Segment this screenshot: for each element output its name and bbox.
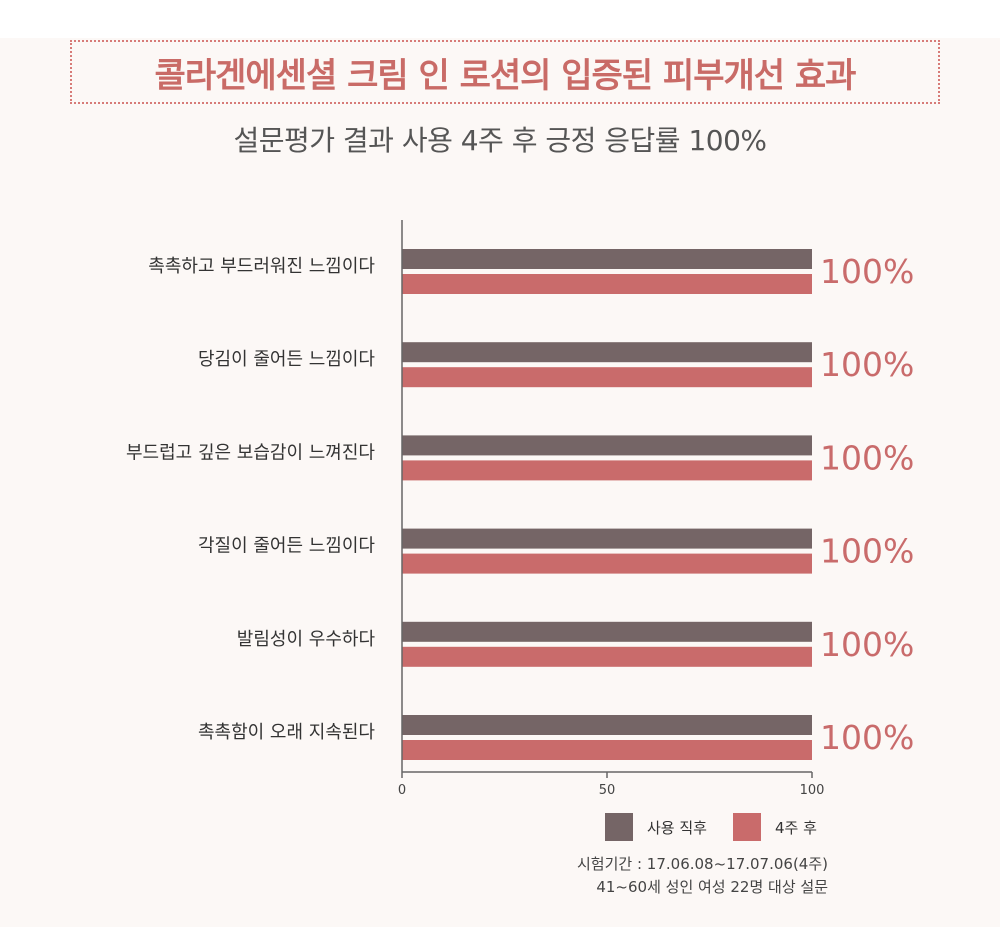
legend-label: 사용 직후 bbox=[647, 819, 707, 837]
chart-title: 콜라겐에센셜 크림 인 로션의 입증된 피부개선 효과 bbox=[154, 55, 857, 96]
bar-immediate bbox=[402, 435, 812, 456]
category-label: 당김이 줄어든 느낌이다 bbox=[198, 349, 375, 370]
data-label: 100% bbox=[820, 438, 914, 477]
bar-week4 bbox=[402, 367, 812, 388]
legend-label: 4주 후 bbox=[775, 819, 817, 837]
footnote-subjects: 41~60세 성인 여성 22명 대상 설문 bbox=[596, 878, 828, 896]
bar-week4 bbox=[402, 460, 812, 481]
title-box: 콜라겐에센셜 크림 인 로션의 입증된 피부개선 효과 bbox=[70, 40, 940, 104]
data-label: 100% bbox=[820, 252, 914, 291]
bar-immediate bbox=[402, 715, 812, 735]
x-tick-label: 100 bbox=[800, 783, 825, 798]
bar-immediate bbox=[402, 528, 812, 549]
data-label: 100% bbox=[820, 532, 914, 571]
data-label: 100% bbox=[820, 718, 914, 757]
bar-week4 bbox=[402, 740, 812, 760]
legend-swatch bbox=[605, 813, 633, 841]
category-label: 촉촉하고 부드러워진 느낌이다 bbox=[148, 256, 375, 277]
data-label: 100% bbox=[820, 625, 914, 664]
category-label: 촉촉함이 오래 지속된다 bbox=[198, 722, 375, 743]
bar-week4 bbox=[402, 646, 812, 667]
page-background bbox=[0, 38, 1000, 927]
bar-immediate bbox=[402, 342, 812, 363]
x-tick-label: 50 bbox=[599, 783, 616, 798]
bar-week4 bbox=[402, 274, 812, 294]
chart-subtitle: 설문평가 결과 사용 4주 후 긍정 응답률 100% bbox=[233, 124, 767, 157]
bar-week4 bbox=[402, 553, 812, 574]
category-label: 각질이 줄어든 느낌이다 bbox=[198, 536, 375, 557]
x-tick-label: 0 bbox=[398, 783, 406, 798]
bar-immediate bbox=[402, 621, 812, 642]
category-label: 부드럽고 깊은 보습감이 느껴진다 bbox=[126, 442, 375, 463]
data-label: 100% bbox=[820, 345, 914, 384]
bar-immediate bbox=[402, 249, 812, 269]
legend-swatch bbox=[733, 813, 761, 841]
category-label: 발림성이 우수하다 bbox=[237, 629, 376, 650]
footnote-test-period: 시험기간 : 17.06.08~17.07.06(4주) bbox=[577, 855, 828, 873]
